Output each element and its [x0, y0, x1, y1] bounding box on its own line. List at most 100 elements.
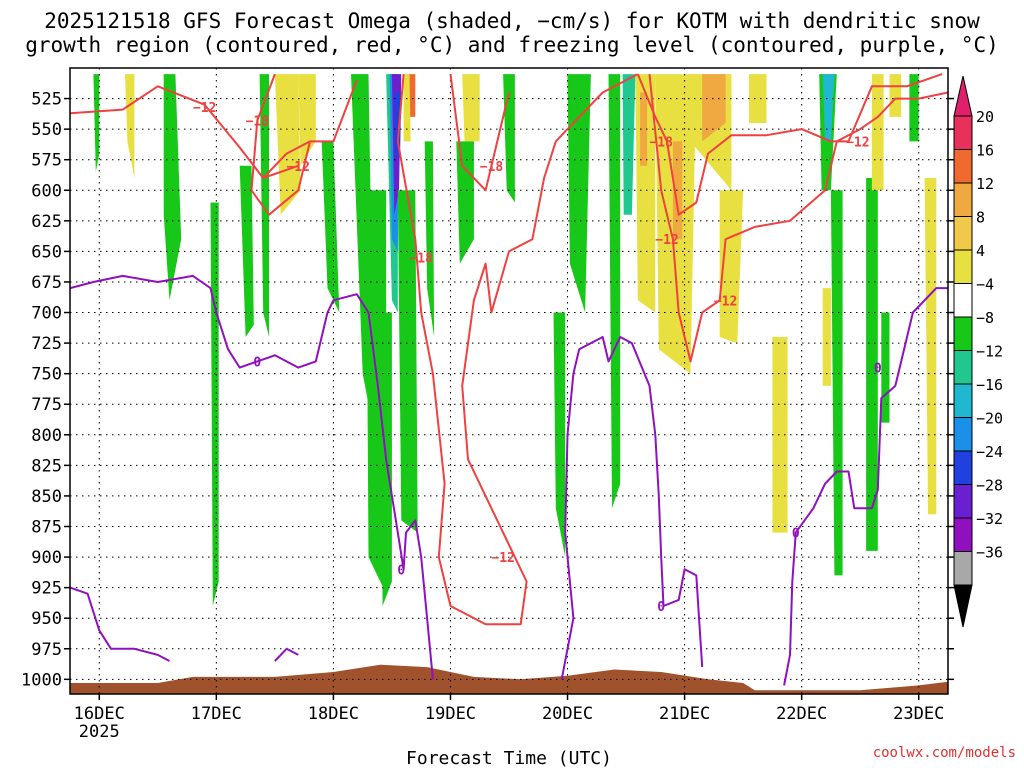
y-tick-label: 800 — [31, 426, 62, 446]
colorbar-segment — [953, 283, 973, 318]
dgz-contours: −12 −18 −12 −18 −18 −12 −18 −12 −12 −12 — [70, 73, 948, 626]
y-tick-label: 875 — [31, 517, 62, 537]
omega-region — [871, 74, 884, 191]
colorbar-label: 20 — [976, 108, 994, 126]
y-tick-label: 850 — [31, 487, 62, 507]
x-tick-label: 18DEC — [308, 704, 359, 724]
x-tick-sublabel: 2025 — [79, 722, 120, 742]
omega-region — [889, 74, 902, 117]
omega-region — [366, 190, 387, 594]
colorbar-segment — [953, 551, 973, 586]
y-axis: 525 550 575 600 625 650 675 700 725 750 775 800 825 8… — [21, 90, 954, 690]
dgz-contour-label: −12 — [287, 160, 310, 175]
x-tick-label: 16DEC — [74, 704, 125, 724]
y-tick-label: 700 — [31, 304, 62, 324]
freezing-contour-line — [70, 586, 170, 662]
x-tick-label: 17DEC — [191, 704, 242, 724]
dgz-contour-label: −12 — [714, 294, 737, 309]
colorbar-segment — [953, 417, 973, 452]
omega-region — [822, 288, 831, 386]
omega-region — [424, 141, 435, 337]
colorbar-label: −36 — [976, 544, 1003, 562]
x-tick-label: 19DEC — [425, 704, 476, 724]
omega-region — [403, 74, 411, 142]
y-tick-label: 750 — [31, 365, 62, 385]
dgz-contour-label: −18 — [480, 160, 504, 175]
omega-region — [822, 74, 835, 142]
y-tick-label: 825 — [31, 456, 62, 476]
freezing-contour-label: 0 — [792, 527, 800, 542]
colorbar-label: −24 — [976, 443, 1003, 461]
y-tick-label: 650 — [31, 242, 62, 262]
x-axis-label: Forecast Time (UTC) — [406, 748, 612, 768]
dgz-contour-label: −18 — [649, 135, 673, 150]
x-tick-label: 20DEC — [542, 704, 593, 724]
freezing-contour-line — [274, 647, 299, 662]
y-tick-label: 575 — [31, 151, 62, 171]
colorbar-segment — [953, 517, 973, 552]
colorbar-segment — [953, 115, 973, 150]
freezing-contour-line — [783, 287, 948, 686]
y-tick-label: 725 — [31, 334, 62, 354]
dgz-contour-label: −18 — [246, 115, 270, 130]
colorbar-label: −28 — [976, 477, 1003, 495]
omega-region — [567, 74, 591, 313]
omega-region — [749, 74, 767, 123]
omega-region — [866, 178, 878, 551]
dgz-contour-line — [262, 164, 299, 179]
dgz-contour-label: −18 — [409, 252, 433, 267]
colorbar-segment — [953, 216, 973, 251]
freezing-contour-label: 0 — [874, 362, 882, 377]
freezing-level-contours: 0 0 0 0 0 — [70, 274, 948, 686]
colorbar-segment — [953, 383, 973, 418]
colorbar-segment — [953, 450, 973, 485]
colorbar-top-arrow — [953, 75, 973, 117]
colorbar-label: 8 — [976, 209, 985, 227]
dgz-contour-line — [648, 73, 948, 363]
y-tick-label: 925 — [31, 579, 62, 599]
y-tick-label: 550 — [31, 120, 62, 140]
omega-region — [909, 74, 919, 142]
dgz-contour-line — [70, 79, 358, 179]
colorbar: 20 16 12 8 4 −4 −8 −12 −16 −20 −24 −28 −32 −36 — [953, 75, 1003, 628]
omega-region — [163, 74, 182, 301]
colorbar-segment — [953, 484, 973, 519]
y-tick-label: 625 — [31, 212, 62, 232]
colorbar-segment — [953, 149, 973, 184]
colorbar-segment — [953, 316, 973, 351]
y-tick-label: 525 — [31, 90, 62, 110]
omega-region — [125, 74, 135, 178]
omega-region — [397, 190, 418, 533]
omega-region — [259, 74, 269, 337]
freezing-contour-line — [560, 336, 704, 680]
omega-shading — [93, 74, 937, 606]
colorbar-segment — [953, 249, 973, 284]
colorbar-label: −12 — [976, 343, 1003, 361]
x-tick-label: 22DEC — [776, 704, 827, 724]
freezing-contour-line — [70, 274, 434, 680]
y-tick-label: 950 — [31, 609, 62, 629]
colorbar-label: −16 — [976, 376, 1003, 394]
colorbar-label: 12 — [976, 175, 994, 193]
y-tick-label: 975 — [31, 640, 62, 660]
x-tick-label: 21DEC — [659, 704, 710, 724]
omega-region — [622, 74, 636, 215]
omega-region — [298, 74, 316, 166]
dgz-contour-line — [449, 73, 510, 192]
omega-region — [640, 92, 648, 166]
dgz-contour-line — [250, 73, 311, 216]
omega-region — [719, 190, 744, 344]
omega-region — [772, 337, 788, 533]
colorbar-label: 4 — [976, 242, 985, 260]
y-tick-label: 775 — [31, 395, 62, 415]
colorbar-label: −32 — [976, 510, 1003, 528]
omega-region — [456, 141, 474, 264]
dgz-contour-label: −12 — [846, 135, 869, 150]
x-tick-label: 23DEC — [893, 704, 944, 724]
dgz-contour-label: −12 — [193, 101, 216, 116]
colorbar-label: −20 — [976, 410, 1003, 428]
omega-region — [702, 74, 726, 142]
colorbar-label: −8 — [976, 309, 994, 327]
colorbar-label: 16 — [976, 142, 994, 160]
